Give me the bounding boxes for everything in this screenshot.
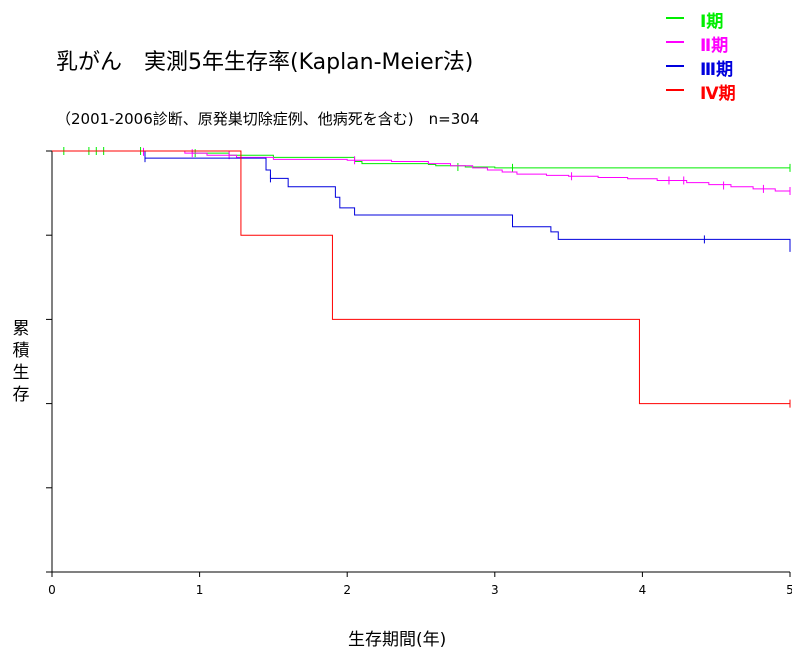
legend-label: Ⅱ期	[700, 36, 729, 56]
legend-label: Ⅰ期	[700, 12, 724, 32]
legend-label: Ⅳ期	[700, 84, 736, 104]
y-axis-label: 累積生存	[12, 319, 30, 405]
legend-swatch	[666, 65, 684, 67]
x-tick-label: 2	[343, 583, 351, 597]
legend: Ⅰ期 Ⅱ期 Ⅲ期 Ⅳ期	[662, 6, 772, 104]
x-tick-label: 0	[48, 583, 56, 597]
x-tick-label: 5	[786, 583, 792, 597]
x-tick-label: 3	[491, 583, 499, 597]
legend-swatch	[666, 17, 684, 19]
x-tick-label: 1	[196, 583, 204, 597]
x-axis-label: 生存期間(年)	[348, 630, 447, 650]
legend-item-stage-3: Ⅲ期	[662, 54, 772, 80]
legend-item-stage-2: Ⅱ期	[662, 30, 772, 56]
x-tick-label: 4	[639, 583, 647, 597]
legend-item-stage-1: Ⅰ期	[662, 6, 772, 32]
legend-label: Ⅲ期	[700, 60, 734, 80]
series-line-2	[52, 150, 790, 192]
chart-subtitle: （2001-2006診断、原発巣切除症例、他病死を含む) n=304	[56, 110, 480, 128]
legend-swatch	[666, 41, 684, 43]
series-line-4	[52, 150, 790, 405]
legend-item-stage-4: Ⅳ期	[662, 78, 772, 104]
chart-title: 乳がん 実測5年生存率(Kaplan-Meier法)	[56, 50, 474, 75]
legend-swatch	[666, 89, 684, 91]
series-line-3	[52, 150, 791, 248]
series-line-1	[52, 150, 790, 169]
